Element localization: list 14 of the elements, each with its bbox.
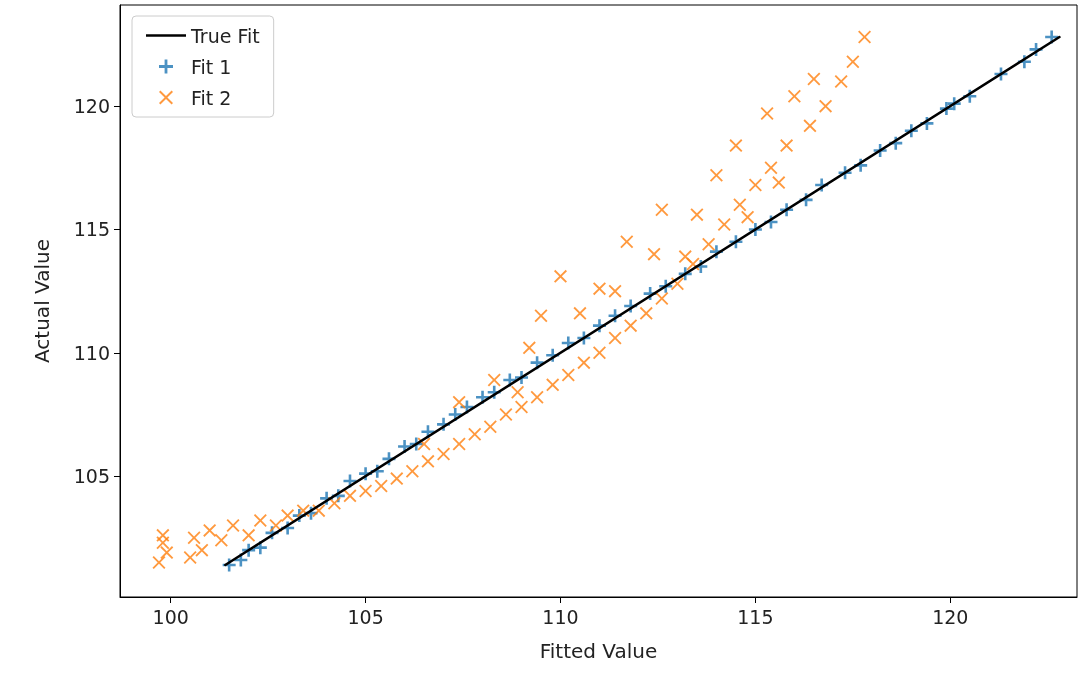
y-tick-label: 115 bbox=[73, 218, 110, 241]
x-tick-label: 120 bbox=[932, 605, 969, 628]
x-tick-label: 100 bbox=[152, 605, 189, 628]
legend-label: Fit 1 bbox=[191, 55, 232, 78]
y-axis-title: Actual Value bbox=[30, 239, 54, 363]
x-tick-label: 110 bbox=[542, 605, 579, 628]
y-tick-label: 110 bbox=[73, 341, 110, 364]
y-tick-label: 120 bbox=[73, 95, 110, 118]
x-tick-label: 105 bbox=[347, 605, 384, 628]
legend-label: Fit 2 bbox=[191, 86, 232, 109]
y-tick-label: 105 bbox=[73, 465, 110, 488]
legend-label: True Fit bbox=[190, 24, 260, 47]
x-axis-title: Fitted Value bbox=[539, 639, 658, 663]
x-tick-label: 115 bbox=[737, 605, 774, 628]
